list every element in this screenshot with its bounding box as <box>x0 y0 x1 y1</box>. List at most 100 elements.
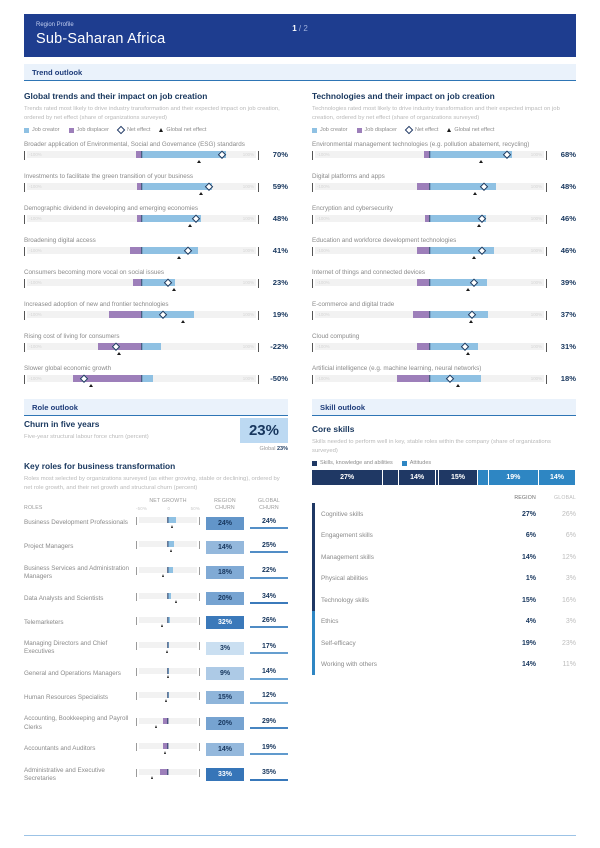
churn-global: Global 23% <box>240 446 288 452</box>
skill-row: Cognitive skills 27% 26% <box>312 503 576 525</box>
zero-line <box>167 566 169 573</box>
axis-tick-right <box>546 183 547 193</box>
job-creator-bar <box>429 215 486 223</box>
axis-tick-right <box>258 279 259 289</box>
global-churn-value: 35% <box>250 769 288 781</box>
axis-tick-left <box>312 183 313 193</box>
role-label: Managing Directors and Chief Executives <box>24 640 108 656</box>
zero-line <box>140 183 143 191</box>
role-row: Telemarketers 32% 26% <box>24 616 288 630</box>
skills-rows: Cognitive skills 27% 26% Engagement skil… <box>312 503 577 676</box>
churn-subtitle: Five-year structural labour force churn … <box>24 434 149 441</box>
zero-line <box>167 717 169 724</box>
axis-tick-right <box>546 311 547 321</box>
skill-bar-segment: 27% <box>312 470 384 486</box>
roles-column-header: ROLES <box>24 505 43 511</box>
skill-bar-segment: 19% <box>488 470 539 486</box>
axis-tick-right <box>258 311 259 321</box>
role-row: Data Analysts and Scientists 20% 34% <box>24 592 288 606</box>
scale-tick-right <box>199 592 200 601</box>
global-net-growth-marker <box>163 750 166 754</box>
net-growth-chart <box>136 517 200 529</box>
trend-net-value: 48% <box>560 182 576 192</box>
global-churn-value: 12% <box>250 692 288 704</box>
footer-rule <box>24 834 576 836</box>
axis-label-left: -100% <box>29 216 42 222</box>
roles-table-header: ROLES NET GROWTH -50% 0 50% REGION CHURN… <box>24 498 288 512</box>
scale-tick-left <box>136 642 137 651</box>
skill-global-value: 6% <box>565 532 576 539</box>
role-row: Managing Directors and Chief Executives … <box>24 640 288 656</box>
skill-label: Management skills <box>321 553 374 561</box>
zero-line <box>167 642 169 649</box>
skill-row: Technology skills 15% 16% <box>312 589 576 611</box>
trend-bar-track: -100% 100% <box>315 214 544 227</box>
scale-tick-left <box>136 592 137 601</box>
trend-row-chart: -100% 100% 48% <box>312 182 576 196</box>
global-net-growth-marker <box>161 574 164 578</box>
zero-line <box>140 247 143 255</box>
net-effect-label: Net effect <box>414 127 439 134</box>
trend-row-label: Internet of things and connected devices <box>312 269 426 277</box>
zero-line <box>167 541 169 548</box>
axis-label-left: -100% <box>29 280 42 286</box>
skill-label: Physical abilities <box>321 575 368 582</box>
skill-outlook-band: Skill outlook <box>312 399 576 417</box>
trend-bar-track: -100% 100% <box>315 246 544 259</box>
skills-knowledge-swatch <box>312 460 317 466</box>
job-creator-bar <box>141 343 161 351</box>
axis-label-right: 100% <box>530 280 542 286</box>
trend-row: Demographic dividend in developing and e… <box>24 205 288 228</box>
net-growth-track <box>139 616 197 628</box>
global-churn-value: 34% <box>250 593 288 605</box>
churn-block: Churn in five years Five-year structural… <box>24 418 288 452</box>
trend-row-chart: -100% 100% 70% <box>24 150 288 164</box>
core-skills-title: Core skills <box>312 424 355 435</box>
axis-label-right: 100% <box>242 376 254 382</box>
trend-row-label: Digital platforms and apps <box>312 173 385 181</box>
global-net-effect-label: Global net effect <box>166 127 207 134</box>
net-growth-track <box>139 667 197 679</box>
scale-tick-left <box>136 517 137 526</box>
region-churn-badge: 18% <box>206 566 244 580</box>
axis-label-right: 100% <box>242 152 254 158</box>
job-displacer-bar <box>424 215 430 223</box>
axis-label-left: -100% <box>29 344 42 350</box>
role-skill-columns: Role outlook Churn in five years Five-ye… <box>24 399 576 794</box>
skill-global-value: 23% <box>561 639 576 647</box>
trend-row-label: Demographic dividend in developing and e… <box>24 205 198 213</box>
axis-label-left: -100% <box>29 152 42 158</box>
net-growth-track <box>139 592 197 604</box>
trend-bar-track: -100% 100% <box>315 342 544 355</box>
zero-line <box>167 592 169 599</box>
axis-label-left: -100% <box>317 312 330 318</box>
trend-row: Slower global economic growth -100% 100%… <box>24 365 288 388</box>
scale-tick-right <box>199 616 200 625</box>
trend-bar-track: -100% 100% <box>27 278 256 291</box>
skill-label: Ethics <box>321 618 339 625</box>
trend-row-label: Slower global economic growth <box>24 365 112 373</box>
scale-tick-right <box>199 691 200 700</box>
job-creator-bar <box>429 343 478 351</box>
job-creator-bar <box>429 311 488 319</box>
zero-line <box>140 215 143 223</box>
skill-label: Working with others <box>321 661 377 668</box>
scale-tick-right <box>199 717 200 726</box>
axis-tick-left <box>24 183 25 193</box>
global-column-header: GLOBAL <box>554 495 576 502</box>
scale-tick-left <box>136 743 137 752</box>
net-growth-bar <box>160 768 168 775</box>
scale-tick-right <box>199 743 200 752</box>
net-growth-track <box>139 517 197 528</box>
job-creator-swatch <box>24 127 29 133</box>
skill-bar-segment <box>383 470 400 486</box>
axis-tick-left <box>312 151 313 161</box>
trend-row: Increased adoption of new and frontier t… <box>24 301 288 324</box>
axis-label-left: -100% <box>317 344 330 350</box>
axis-tick-left <box>24 375 25 385</box>
global-churn-value: 22% <box>250 567 288 579</box>
skill-global-value: 11% <box>562 661 577 668</box>
axis-label-right: 100% <box>530 376 542 382</box>
job-displacer-bar <box>397 375 430 383</box>
trend-row-chart: -100% 100% 19% <box>24 310 288 324</box>
